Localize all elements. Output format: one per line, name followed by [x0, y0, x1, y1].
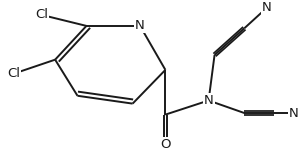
Text: N: N [135, 19, 145, 32]
Text: N: N [289, 107, 298, 119]
Text: Cl: Cl [35, 8, 48, 21]
Text: Cl: Cl [7, 67, 20, 80]
Text: O: O [160, 138, 171, 151]
Text: N: N [262, 1, 271, 14]
Text: N: N [204, 94, 213, 107]
